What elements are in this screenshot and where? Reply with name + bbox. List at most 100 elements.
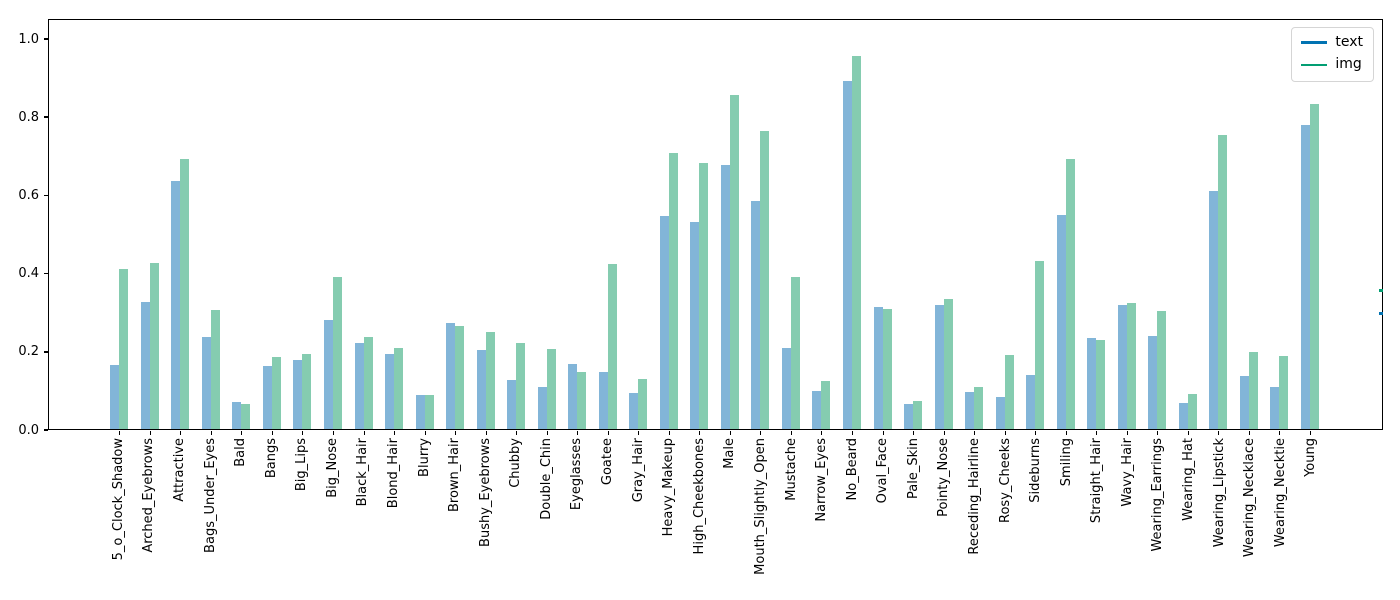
bar-group xyxy=(1264,20,1295,435)
x-tick-mark xyxy=(119,430,121,435)
x-label-cell: High_Cheekbones xyxy=(684,438,715,598)
legend-label-text: text xyxy=(1335,34,1363,50)
x-axis-labels: 5_o_Clock_Shadow Arched_Eyebrows Attractiv… xyxy=(48,438,1383,598)
x-tick-label: Arched_Eyebrows xyxy=(141,438,157,553)
bar-group xyxy=(104,20,135,435)
x-label-cell: Receding_Hairline xyxy=(959,438,990,598)
bar-text xyxy=(629,392,639,429)
bar-text xyxy=(201,337,211,429)
y-tick-label: 1.0 xyxy=(18,31,39,47)
x-tick-label: Gray_Hair xyxy=(630,438,646,503)
x-tick-label: Wearing_Necktie xyxy=(1272,438,1288,548)
bar-text xyxy=(415,395,425,429)
bar-img xyxy=(1187,393,1197,429)
x-tick-mark xyxy=(1035,430,1037,435)
x-tick-label: Mustache xyxy=(783,438,799,501)
y-tick-label: 0.4 xyxy=(18,266,39,282)
x-label-cell: Arched_Eyebrows xyxy=(134,438,165,598)
x-label-cell: Bald xyxy=(225,438,256,598)
bar-img xyxy=(790,276,800,429)
x-label-cell: Gray_Hair xyxy=(623,438,654,598)
bar-text xyxy=(995,396,1005,429)
bar-text xyxy=(1178,402,1188,429)
bar-text xyxy=(1056,214,1066,429)
x-tick-label: Brown_Hair xyxy=(447,438,463,513)
x-tick-mark xyxy=(913,430,915,435)
bar-img xyxy=(1096,339,1106,429)
bar-img xyxy=(1157,310,1167,429)
x-tick-label: Sideburns xyxy=(1028,438,1044,503)
x-tick-label: Young xyxy=(1303,438,1319,477)
x-label-cell: Wearing_Lipstick xyxy=(1204,438,1235,598)
x-tick-mark xyxy=(302,430,304,435)
x-tick-label: Big_Lips xyxy=(294,438,310,492)
bar-img xyxy=(607,263,617,429)
x-label-cell: Mustache xyxy=(776,438,807,598)
bar-text xyxy=(323,320,333,429)
x-label-cell: Sideburns xyxy=(1020,438,1051,598)
bar-group xyxy=(165,20,196,435)
x-tick-label: Wearing_Earrings xyxy=(1150,438,1166,552)
bar-text xyxy=(1239,376,1249,429)
x-label-cell: Straight_Hair xyxy=(1082,438,1113,598)
x-tick-mark xyxy=(1157,430,1159,435)
x-tick-mark xyxy=(424,430,426,435)
x-label-cell: Big_Nose xyxy=(317,438,348,598)
x-tick-mark xyxy=(1126,430,1128,435)
x-tick-mark xyxy=(821,430,823,435)
x-tick-label: Wavy_Hair xyxy=(1119,438,1135,507)
bar-group xyxy=(196,20,227,435)
bar-img xyxy=(729,94,739,429)
bar-text xyxy=(598,371,608,429)
x-label-cell: Wavy_Hair xyxy=(1112,438,1143,598)
bar-img xyxy=(546,348,556,429)
x-tick-mark xyxy=(394,430,396,435)
x-tick-mark xyxy=(1096,430,1098,435)
x-tick-mark xyxy=(1065,430,1067,435)
x-tick-label: Receding_Hairline xyxy=(966,438,982,555)
bar-text xyxy=(568,364,578,429)
bar-text xyxy=(1148,336,1158,429)
bar-img xyxy=(1279,356,1289,429)
y-tick-label: 0.2 xyxy=(18,344,39,360)
legend-line-swatch-img xyxy=(1301,63,1328,67)
x-label-cell: Oval_Face xyxy=(867,438,898,598)
x-tick-mark xyxy=(332,430,334,435)
spine-mark-text xyxy=(1379,312,1383,316)
x-tick-mark xyxy=(974,430,976,435)
bar-img xyxy=(577,372,587,429)
x-tick-mark xyxy=(363,430,365,435)
x-tick-label: Wearing_Hat xyxy=(1181,438,1197,521)
bar-img xyxy=(1248,351,1258,429)
bar-img xyxy=(913,400,923,429)
bar-img xyxy=(241,403,251,429)
x-label-cell: Goatee xyxy=(592,438,623,598)
bar-group xyxy=(715,20,746,435)
bar-text xyxy=(385,354,395,429)
bar-group xyxy=(684,20,715,435)
bar-text xyxy=(262,366,272,429)
bar-text xyxy=(110,364,120,429)
bar-img xyxy=(882,308,892,429)
bar-text xyxy=(659,215,669,429)
y-tick-label: 0.8 xyxy=(18,109,39,125)
x-tick-label: Big_Nose xyxy=(324,438,340,498)
bar-group xyxy=(1234,20,1265,435)
bar-text xyxy=(690,221,700,429)
bar-group xyxy=(898,20,929,435)
bar-text xyxy=(354,343,364,429)
x-tick-label: Blond_Hair xyxy=(385,438,401,509)
bar-img xyxy=(638,379,648,429)
x-tick-label: Bangs xyxy=(263,438,279,479)
bar-img xyxy=(180,159,190,429)
bar-img xyxy=(668,153,678,429)
bar-group xyxy=(440,20,471,435)
bar-group xyxy=(593,20,624,435)
bar-group xyxy=(1020,20,1051,435)
bar-group xyxy=(1050,20,1081,435)
bar-text xyxy=(965,391,975,429)
x-label-cell: Blurry xyxy=(409,438,440,598)
x-tick-mark xyxy=(485,430,487,435)
bar-img xyxy=(943,299,953,429)
bar-text xyxy=(1087,338,1097,429)
